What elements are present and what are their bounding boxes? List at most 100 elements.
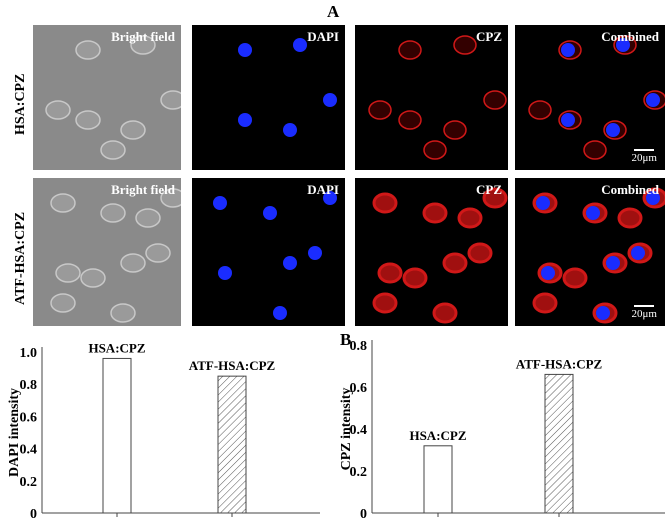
cell-mark [541,266,555,280]
bar-label: HSA:CPZ [88,340,145,355]
cell-mark [646,191,660,205]
cell-mark [586,206,600,220]
panel-label-dapi: DAPI [307,182,339,197]
bar [544,373,574,514]
bar-label: ATF-HSA:CPZ [516,356,603,371]
micrograph-dapi-row1: DAPI [192,25,345,170]
bar [217,375,247,514]
cell-mark [443,120,467,140]
scale-bar: 20μm [632,149,657,164]
cell-mark [293,38,307,52]
cell-mark [50,193,76,213]
cell-mark [80,268,106,288]
cell-mark [100,203,126,223]
panel-label-bright-field: Bright field [111,182,175,197]
cell-mark [532,292,558,314]
panel-label-bright-field: Bright field [111,29,175,44]
cell-mark [323,93,337,107]
y-tick-label: 0.6 [350,381,368,396]
cell-mark [238,43,252,57]
micrograph-dapi-row2: DAPI [192,178,345,326]
micrograph-bright-field-row1: Bright field [33,25,181,170]
cell-mark [457,207,483,229]
cell-mark [160,188,181,208]
cell-mark [583,140,607,160]
cell-mark [160,90,181,110]
cell-mark [483,90,507,110]
cell-mark [238,113,252,127]
bar-charts: 0 0.2 0.4 0.6 0.8 1.0 DAPI intensity HSA:CPZ ATF… [7,339,665,522]
cell-mark [45,100,71,120]
panel-label-dapi: DAPI [307,29,339,44]
cell-mark [135,208,161,228]
cell-mark [617,207,643,229]
panel-a-letter: A [327,2,340,21]
cell-mark [372,292,398,314]
cell-mark [561,113,575,127]
y-tick-label: 0.2 [20,475,38,490]
cell-mark [562,267,588,289]
panel-b-letter: B [340,330,352,349]
cell-mark [528,100,552,120]
cell-mark [130,35,156,55]
y-tick-label: 0.8 [20,378,38,393]
cell-mark [263,206,277,220]
cell-mark [100,140,126,160]
y-tick-label: 0 [30,507,37,522]
cell-mark [372,192,398,214]
cell-mark [536,196,550,210]
row-label-hsa-cpz: HSA:CPZ [13,73,28,135]
bar [423,445,453,514]
panel-label-cpz: CPZ [476,182,502,197]
cell-mark [120,120,146,140]
y-tick-label: 0.6 [20,410,38,425]
cell-mark [283,123,297,137]
y-tick-label: 0 [360,507,367,522]
scale-bar: 20μm [632,305,657,320]
y-tick-label: 0.4 [350,423,368,438]
cell-mark [308,246,322,260]
cell-mark [283,256,297,270]
cell-mark [467,242,493,264]
bar [102,357,132,514]
cell-mark [273,306,287,320]
y-tick-label: 1.0 [20,346,38,361]
panel-label-combined: Combined [601,29,659,44]
micrograph-cpz-row2: CPZ [355,178,508,326]
cell-mark [402,267,428,289]
cell-mark [442,252,468,274]
cell-mark [398,40,422,60]
micrograph-combined-row1: Combined 20μm [515,25,665,170]
cell-mark [616,38,630,52]
cell-mark [398,110,422,130]
cell-mark [432,302,458,324]
cell-mark [631,246,645,260]
y-axis-label: DAPI intensity [7,388,22,477]
cell-mark [377,262,403,284]
cell-mark [50,293,76,313]
bar-label: ATF-HSA:CPZ [189,358,276,373]
cell-mark [368,100,392,120]
cell-mark [75,40,101,60]
y-tick-label: 0.2 [350,465,368,480]
cell-mark [120,253,146,273]
cell-mark [596,306,610,320]
panel-label-combined: Combined [601,182,659,197]
cell-mark [55,263,81,283]
cell-mark [453,35,477,55]
cell-mark [561,43,575,57]
panel-label-cpz: CPZ [476,29,502,44]
micrograph-bright-field-row2: Bright field [33,178,181,326]
y-axis-label: CPZ intensity [339,388,354,471]
cell-mark [218,266,232,280]
micrograph-cpz-row1: CPZ [355,25,508,170]
cell-mark [606,123,620,137]
cell-mark [422,202,448,224]
cell-mark [213,196,227,210]
cell-mark [110,303,136,323]
cell-mark [482,187,508,209]
cell-mark [606,256,620,270]
cell-mark [423,140,447,160]
cell-mark [145,243,171,263]
cell-mark [646,93,660,107]
